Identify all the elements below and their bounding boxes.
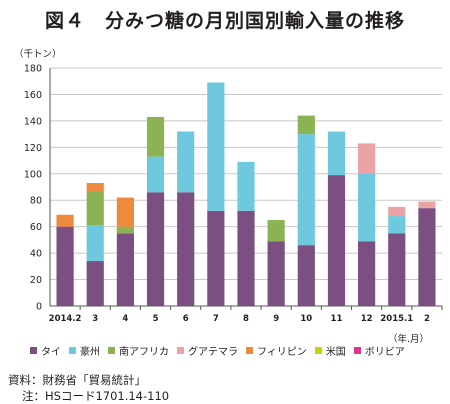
- x-tick-label: 2: [424, 314, 430, 324]
- y-tick-label: 140: [24, 116, 42, 127]
- legend-item: 豪州: [69, 343, 100, 358]
- x-tick-label: 2014.2: [49, 314, 82, 324]
- x-tick-label: 2015.1: [380, 314, 413, 324]
- y-tick-label: 80: [30, 196, 42, 207]
- bar-segment: [86, 190, 104, 226]
- y-tick-label: 160: [24, 90, 42, 101]
- y-tick-label: 20: [30, 275, 42, 286]
- legend-swatch: [314, 347, 322, 354]
- legend-label: 米国: [325, 347, 346, 358]
- bar-segment: [86, 261, 104, 306]
- legend-label: グアテマラ: [188, 347, 238, 358]
- y-tick-label: 100: [24, 169, 42, 180]
- bar-segment: [388, 206, 406, 217]
- bar-segment: [146, 156, 165, 193]
- x-tick-label: 11: [331, 314, 343, 324]
- bar-segment: [237, 210, 255, 306]
- bar-segment: [146, 116, 165, 157]
- bar-segment: [116, 233, 134, 306]
- legend-label: ボリビア: [364, 347, 405, 358]
- bar-segment: [297, 245, 315, 306]
- stacked-bar-chart: 0 20 40 60 80 100 120 140 160 180 2014.2 3 4 5 6 7 8 9 10 1…: [24, 64, 443, 324]
- x-tick-label: 9: [273, 314, 279, 324]
- bar-segment: [116, 197, 134, 227]
- bar-segment: [327, 175, 346, 306]
- x-tick-label: 7: [213, 314, 219, 324]
- bar-segment: [327, 131, 346, 176]
- bar-segment: [116, 226, 134, 234]
- bar-segment: [418, 208, 436, 306]
- x-tick-label: 3: [92, 314, 98, 324]
- legend-item: フィリピン: [246, 343, 307, 358]
- bar-segment: [86, 225, 104, 262]
- legend-swatch: [108, 347, 115, 354]
- bar-segment: [56, 226, 74, 306]
- y-tick-label: 60: [30, 222, 42, 233]
- legend-item: ボリビア: [353, 343, 405, 358]
- legend-swatch: [30, 347, 37, 354]
- bar-segment: [358, 241, 376, 306]
- y-tick-label: 120: [24, 143, 42, 154]
- x-tick-label: 12: [361, 314, 373, 324]
- y-axis-unit: （千トン）: [14, 49, 62, 60]
- legend-swatch: [246, 347, 253, 354]
- bar-segment: [267, 241, 285, 306]
- bar-segment: [146, 192, 165, 306]
- source-note: 資料：財務省「貿易統計」: [8, 373, 146, 387]
- legend: タイ 豪州 南アフリカ グアテマラ フィリピン 米国 ボリビア: [30, 343, 450, 358]
- legend-swatch: [353, 347, 361, 354]
- bar-segment: [237, 161, 255, 211]
- hs-code-note: 注：HSコード1701.14-110: [22, 389, 170, 403]
- bar-segment: [358, 173, 376, 242]
- x-tick-label: 4: [122, 314, 128, 324]
- legend-label: タイ: [41, 347, 61, 358]
- legend-label: フィリピン: [257, 347, 307, 358]
- bar-segment: [418, 201, 436, 209]
- bar-segment: [297, 115, 315, 135]
- bar-segment: [297, 134, 315, 246]
- x-axis-unit: （年.月）: [388, 334, 430, 345]
- bar-segment: [177, 131, 195, 193]
- bar-segment: [358, 143, 376, 174]
- legend-label: 南アフリカ: [119, 347, 169, 358]
- chart-title: 図４ 分みつ糖の月別国別輸入量の推移: [44, 10, 405, 32]
- legend-swatch: [177, 347, 184, 354]
- bar-segment: [207, 82, 225, 211]
- x-tick-label: 6: [183, 314, 189, 324]
- legend-item: 米国: [314, 343, 346, 358]
- legend-swatch: [69, 347, 76, 354]
- bar-segment: [267, 220, 285, 242]
- x-tick-label: 5: [153, 314, 159, 324]
- bar-segment: [388, 233, 406, 306]
- legend-item: 南アフリカ: [108, 343, 169, 358]
- x-tick-label: 10: [300, 314, 312, 324]
- legend-label: 豪州: [80, 347, 100, 358]
- bar-segment: [388, 216, 406, 234]
- legend-item: グアテマラ: [177, 343, 238, 358]
- y-tick-label: 0: [36, 302, 42, 313]
- x-tick-label: 8: [243, 314, 249, 324]
- legend-item: タイ: [30, 343, 61, 358]
- bar-segment: [207, 210, 225, 306]
- y-tick-label: 180: [24, 64, 42, 75]
- bar-segment: [86, 183, 104, 191]
- y-tick-label: 40: [30, 249, 42, 260]
- bar-segment: [177, 192, 195, 306]
- bar-segment: [56, 214, 74, 227]
